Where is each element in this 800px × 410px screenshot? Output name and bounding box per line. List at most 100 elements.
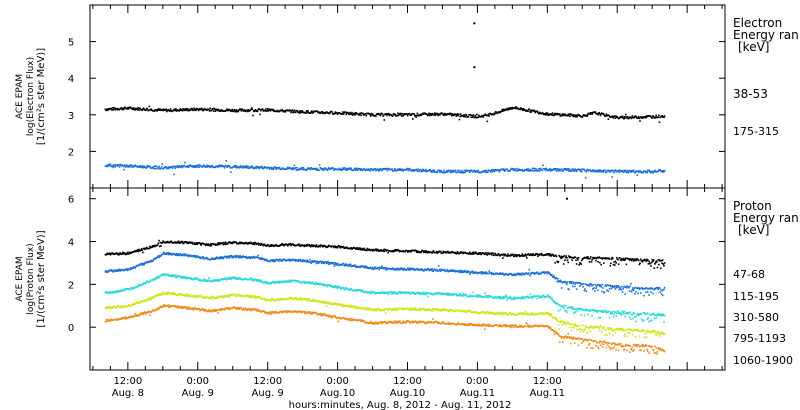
series-175-315-point	[138, 166, 141, 168]
series-38-53-point	[412, 118, 414, 120]
series-115-195-point	[626, 285, 629, 288]
series-175-315-point	[654, 169, 656, 172]
series-38-53-point	[546, 112, 549, 114]
series-310-580-point	[506, 299, 509, 301]
series-175-315-point	[498, 169, 500, 172]
series-175-315-point	[243, 166, 246, 169]
series-38-53-point	[481, 115, 484, 117]
series-115-195-point	[273, 259, 276, 261]
series-47-68-point	[559, 255, 561, 258]
series-310-580-point	[632, 311, 635, 314]
series-47-68-point	[560, 255, 563, 258]
series-115-195-point	[435, 269, 437, 272]
series-115-195-point	[113, 270, 115, 273]
series-175-315-point	[160, 165, 163, 168]
series-115-195-point	[395, 269, 397, 271]
series-47-68-point	[645, 260, 648, 263]
series-47-68-point	[610, 258, 613, 261]
series-310-580-point	[326, 285, 329, 288]
series-175-315-point	[270, 166, 272, 169]
series-795-1193-point	[264, 299, 266, 302]
series-115-195-point	[336, 262, 339, 265]
series-175-315-point	[528, 170, 531, 172]
series-310-580-point	[599, 316, 602, 319]
series-310-580-point	[562, 307, 565, 309]
series-38-53-point	[430, 113, 432, 116]
series-310-580-point	[437, 292, 439, 295]
series-175-315-point	[177, 166, 180, 169]
series-47-68-point	[512, 253, 514, 256]
series-115-195-point	[329, 263, 331, 265]
series-175-315-point	[572, 170, 575, 172]
series-47-68-point	[630, 259, 633, 262]
series-38-53-point	[293, 109, 296, 112]
series-795-1193-point	[364, 307, 366, 309]
series-47-68-point	[491, 254, 493, 256]
series-115-195-point	[195, 255, 197, 257]
series-47-68-point	[548, 253, 550, 255]
series-310-580-point	[572, 308, 575, 310]
series-310-580-point	[477, 294, 479, 297]
series-175-315-point	[515, 169, 518, 172]
series-795-1193-point	[222, 296, 224, 298]
series-47-68-point	[404, 250, 406, 253]
series-38-53-point	[240, 110, 243, 112]
series-47-68-point	[371, 248, 373, 251]
series-47-68-point	[170, 240, 173, 243]
series-115-195-point	[317, 261, 320, 263]
series-175-315-point	[356, 169, 358, 171]
series-47-68-point	[222, 243, 224, 246]
series-115-195-point	[323, 262, 325, 265]
series-175-315-point	[344, 167, 346, 169]
series-175-315-point	[661, 171, 664, 173]
series-47-68-point	[474, 251, 477, 253]
series-310-580-point	[228, 276, 230, 279]
series-47-68-point	[424, 250, 426, 252]
series-175-315-point	[625, 169, 627, 172]
series-47-68-point	[648, 260, 650, 263]
series-795-1193-point	[494, 313, 497, 316]
series-795-1193-point	[501, 311, 503, 314]
series-175-315-point	[443, 169, 445, 172]
series-115-195-point	[604, 284, 607, 286]
series-47-68-point	[263, 243, 266, 246]
series-47-68-point	[650, 265, 652, 267]
series-115-195-point	[398, 268, 400, 271]
series-38-53-point	[452, 114, 454, 117]
series-38-53-point	[445, 114, 448, 116]
series-310-580-point	[595, 309, 597, 311]
series-38-53-point	[550, 113, 553, 115]
series-115-195-point	[175, 254, 177, 257]
series-175-315-point	[579, 170, 582, 173]
series-38-53-point	[278, 110, 281, 113]
series-175-315-point	[421, 169, 423, 172]
series-38-53-point	[586, 115, 588, 117]
series-38-53-point	[179, 108, 182, 110]
series-38-53-point	[362, 112, 364, 115]
series-175-315-point	[318, 169, 320, 171]
series-47-68-point	[426, 251, 428, 253]
series-310-580-point	[370, 290, 372, 293]
series-175-315-point	[253, 167, 255, 170]
series-115-195-point	[401, 267, 404, 270]
series-115-195-point	[316, 260, 318, 262]
series-795-1193-point	[355, 307, 357, 310]
series-795-1193-point	[494, 312, 496, 314]
series-47-68-point	[214, 244, 217, 246]
series-310-580-point	[129, 288, 132, 291]
series-175-315-point	[206, 164, 208, 167]
series-38-53-point	[522, 107, 525, 110]
series-115-195-point	[238, 256, 241, 258]
series-115-195-point	[657, 288, 659, 290]
series-175-315-point	[592, 169, 595, 172]
series-38-53-point	[502, 110, 504, 112]
series-47-68-point	[169, 241, 171, 244]
series-115-195-point	[129, 268, 131, 271]
series-175-315-point	[116, 165, 119, 167]
series-310-580-point	[233, 277, 235, 280]
series-38-53-point	[158, 109, 160, 111]
series-38-53-point	[626, 117, 628, 119]
series-38-53-point	[542, 112, 544, 114]
series-175-315-point	[177, 165, 179, 167]
series-115-195-point	[225, 257, 228, 259]
